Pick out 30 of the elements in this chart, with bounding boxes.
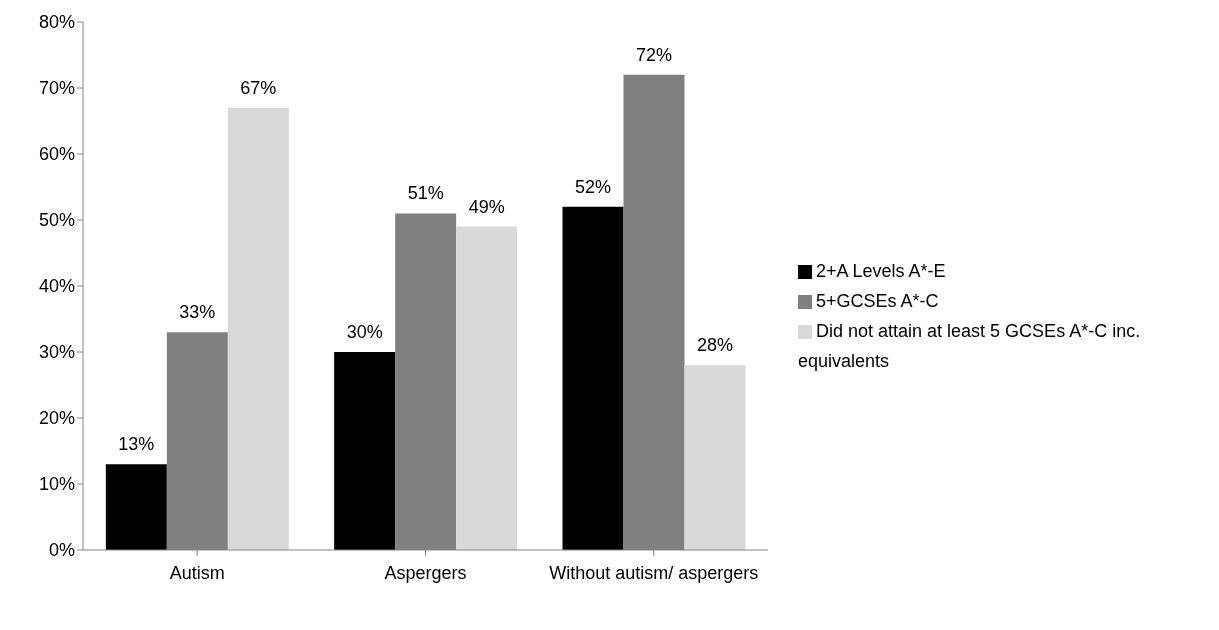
data-label: 51% <box>407 183 444 204</box>
bar <box>456 226 518 550</box>
data-label: 49% <box>468 196 505 217</box>
legend-label: 2+A Levels A*-E <box>816 260 946 281</box>
y-tick-label: 0% <box>48 540 75 561</box>
bar <box>105 464 167 550</box>
y-tick-label: 60% <box>38 144 75 165</box>
y-tick-label: 20% <box>38 408 75 429</box>
y-tick-label: 40% <box>38 276 75 297</box>
legend-label: Did not attain at least 5 GCSEs A*-C inc. equivalents <box>798 320 1141 371</box>
data-label: 30% <box>346 322 383 342</box>
data-label: 67% <box>240 77 277 98</box>
y-tick-label: 10% <box>38 474 75 495</box>
data-label: 13% <box>118 434 155 455</box>
y-tick-label: 30% <box>38 342 75 363</box>
bar <box>334 352 396 550</box>
x-tick-label: Aspergers <box>384 562 467 583</box>
data-label: 28% <box>696 335 734 356</box>
data-label: 33% <box>179 302 216 323</box>
legend-label: 5+GCSEs A*-C <box>816 290 939 311</box>
bar <box>684 365 746 550</box>
data-label: 52% <box>574 176 612 197</box>
bar <box>227 107 289 550</box>
y-tick-label: 50% <box>38 210 75 231</box>
bar <box>562 206 624 550</box>
x-tick-label: Autism <box>169 562 225 583</box>
data-label: 72% <box>635 44 673 65</box>
y-tick-label: 70% <box>38 78 75 99</box>
y-tick-label: 80% <box>38 12 75 33</box>
x-tick-label: Without autism/ aspergers <box>549 562 759 583</box>
